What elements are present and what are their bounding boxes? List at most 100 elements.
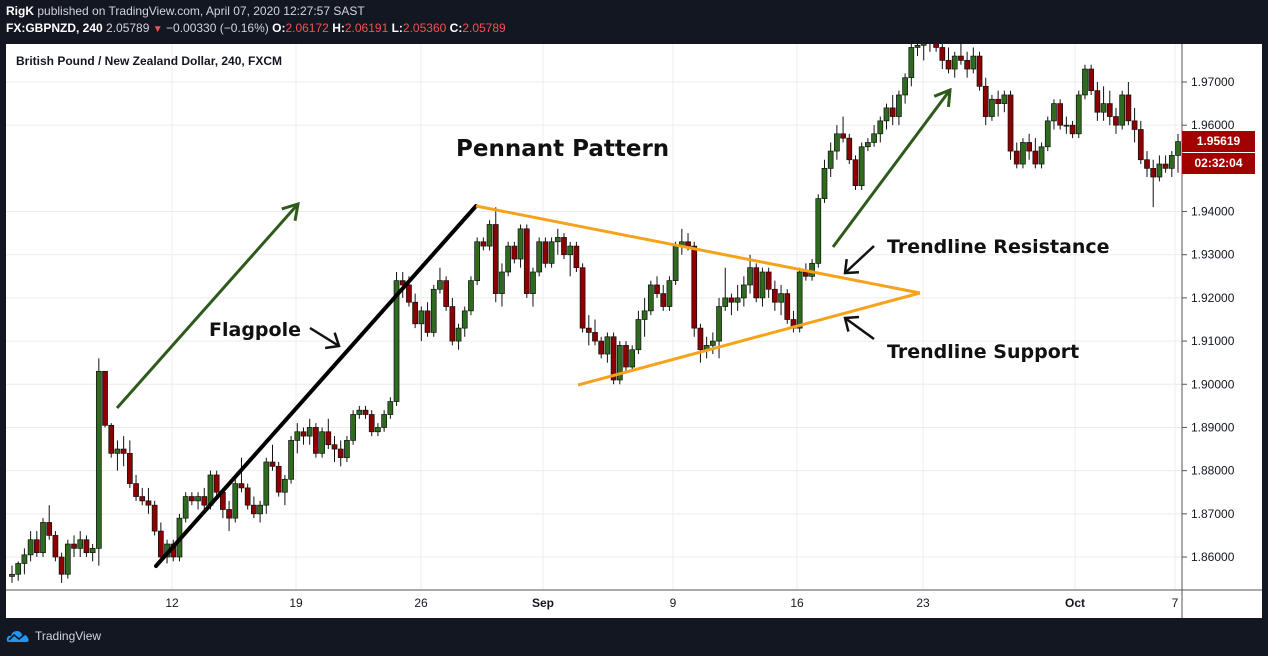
close-label: C:: [449, 21, 463, 35]
flagpole-pointer-arrow-icon-head: [324, 332, 341, 350]
bear-candle: [1057, 103, 1064, 126]
bear-candle: [846, 137, 853, 161]
bull-candle: [182, 496, 189, 519]
bar-countdown-tag: 02:32:04: [1182, 153, 1255, 174]
bull-candle: [1119, 94, 1126, 126]
bull-candle: [1168, 155, 1175, 169]
bear-candle: [1013, 150, 1020, 165]
bull-candle: [604, 336, 611, 355]
bear-candle: [1125, 94, 1132, 122]
bull-candle: [294, 431, 301, 441]
bear-candle: [362, 409, 369, 415]
bull-candle: [871, 133, 877, 143]
bull-candle: [474, 241, 481, 281]
bear-candle: [982, 85, 989, 117]
bull-candle: [536, 241, 543, 273]
bull-candle: [77, 539, 84, 549]
bull-candle: [796, 271, 803, 329]
low-value: 2.05360: [402, 21, 447, 35]
bull-candle: [815, 198, 822, 264]
up-arrow-icon: [115, 203, 300, 409]
bull-candle: [350, 414, 356, 441]
y-axis-label: 1.94000: [1191, 205, 1235, 219]
bear-candle: [511, 245, 518, 260]
bear-candle: [1162, 163, 1169, 169]
bear-candle: [1026, 142, 1032, 152]
bull-candle: [499, 271, 505, 294]
bull-candle: [195, 496, 201, 502]
x-axis-label: 26: [414, 596, 428, 610]
bull-candle: [232, 483, 239, 519]
symbol-info: FX:GBPNZD, 240 2.05789 ▼ −0.00330 (−0.16…: [6, 21, 506, 35]
bear-candle: [1137, 129, 1144, 161]
author-name[interactable]: RigK: [6, 4, 34, 18]
bull-candle: [1082, 68, 1088, 96]
bull-candle: [1051, 103, 1057, 122]
x-axis-label: 9: [670, 596, 677, 610]
bear-candle: [1032, 150, 1039, 165]
bull-candle: [89, 548, 96, 554]
y-axis-label: 1.87000: [1191, 507, 1235, 521]
bear-candle: [325, 431, 332, 446]
bear-candle: [784, 293, 791, 320]
x-axis-label: 7: [1172, 596, 1179, 610]
resistance-pointer-arrow-icon-head: [843, 258, 860, 275]
bull-candle: [865, 142, 871, 148]
bull-candle: [114, 448, 121, 454]
bear-candle: [102, 370, 108, 426]
up-arrow-icon-head: [933, 87, 952, 108]
support-pointer-arrow-icon: [844, 316, 875, 341]
bull-candle: [517, 228, 524, 260]
chart-panel[interactable]: 1.97000 1.96000 1.94000 1.93000 1.92000 1.910…: [6, 44, 1262, 618]
bear-candle: [52, 535, 59, 558]
bull-candle: [548, 241, 555, 264]
resistance-trendline: [475, 204, 921, 295]
bear-candle: [269, 461, 276, 467]
y-axis-label: 1.90000: [1191, 377, 1235, 391]
bull-candle: [64, 543, 71, 575]
bear-candle: [275, 465, 282, 493]
bull-candle: [530, 271, 536, 294]
bull-candle: [629, 349, 636, 368]
bear-candle: [331, 444, 338, 450]
bull-candle: [257, 504, 263, 515]
bear-candle: [108, 424, 115, 454]
flagpole-line: [154, 204, 478, 568]
bull-candle: [858, 146, 865, 186]
bull-candle: [709, 340, 716, 346]
bear-candle: [585, 327, 592, 333]
bull-candle: [461, 310, 468, 329]
bear-candle: [728, 297, 735, 303]
bull-candle: [834, 133, 840, 152]
bull-candle: [896, 94, 902, 117]
bull-candle: [306, 427, 313, 437]
bear-candle: [697, 327, 704, 351]
x-axis-label: 12: [165, 596, 179, 610]
bull-candle: [902, 77, 908, 96]
bull-candle: [1001, 94, 1008, 104]
bull-candle: [647, 284, 654, 312]
bear-candle: [852, 159, 859, 186]
bear-candle: [598, 340, 605, 355]
bear-candle: [958, 55, 964, 61]
bear-candle: [945, 60, 952, 70]
bull-candle: [1063, 124, 1070, 127]
bull-candle: [486, 224, 493, 247]
tradingview-brand[interactable]: TradingView: [35, 629, 102, 643]
bear-candle: [133, 483, 139, 497]
symbol-label: FX:GBPNZD, 240: [6, 21, 103, 35]
bull-candle: [1175, 141, 1181, 156]
bull-candle: [741, 284, 747, 299]
bear-candle: [772, 288, 778, 303]
chart-title: British Pound / New Zealand Dollar, 240,…: [16, 54, 283, 68]
bull-candle: [883, 107, 890, 122]
open-label: O:: [272, 21, 286, 35]
candlestick-chart[interactable]: 1.97000 1.96000 1.94000 1.93000 1.92000 1.910…: [6, 44, 1262, 618]
tradingview-cloud-icon: [6, 631, 29, 642]
bull-candle: [908, 47, 915, 79]
bull-candle: [827, 150, 834, 169]
bear-candle: [1106, 103, 1113, 117]
x-axis-label: 16: [790, 596, 804, 610]
bull-candle: [393, 280, 400, 402]
bull-candle: [1038, 146, 1045, 165]
